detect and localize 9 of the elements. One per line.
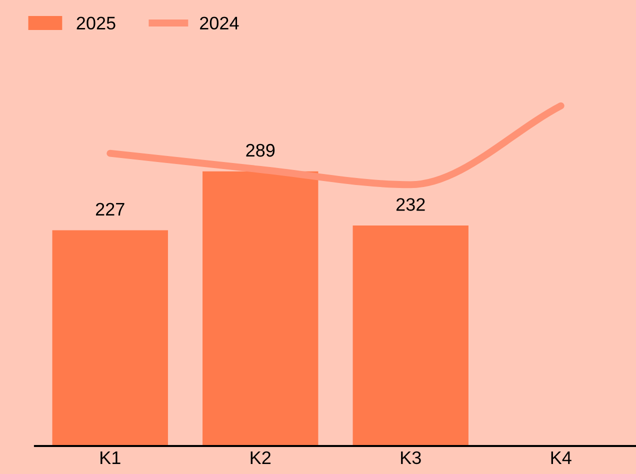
x-tick-label: K4	[551, 452, 572, 464]
x-tick-label: K1	[100, 452, 120, 464]
x-tick-label: K3	[401, 451, 421, 464]
data-label: 232	[396, 198, 425, 211]
x-tick-label: K2	[250, 451, 271, 464]
legend-label: 2025	[76, 16, 116, 30]
legend-label: 2024	[200, 16, 239, 30]
data-label: 289	[246, 144, 275, 157]
data-label: 227	[96, 202, 124, 216]
